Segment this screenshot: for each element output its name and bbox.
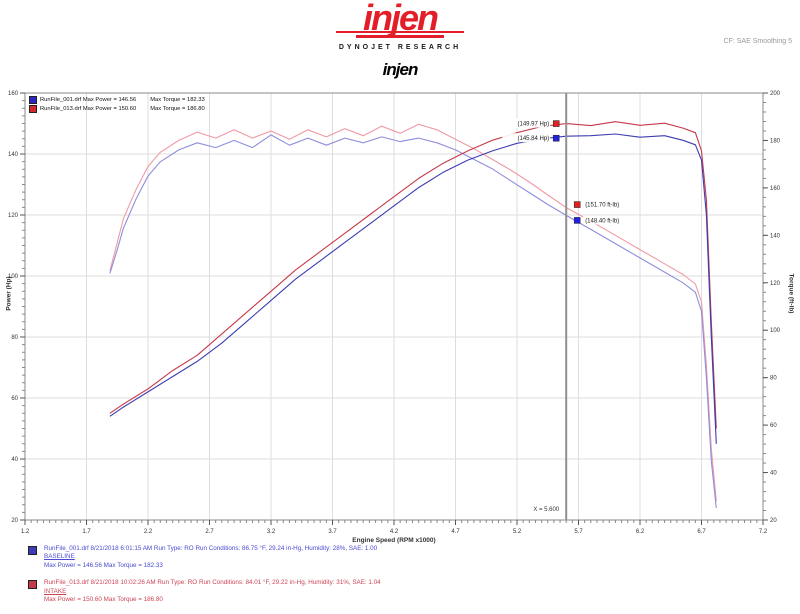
x-tick-label: 7.2 <box>759 529 768 535</box>
x-tick-label: 4.7 <box>451 529 460 535</box>
power-tick-label: 100 <box>8 274 19 280</box>
torque-tick-label: 100 <box>770 328 781 334</box>
x-tick-label: 3.2 <box>267 529 276 535</box>
legend-swatch-run013 <box>29 104 37 113</box>
run-details-line2-run013: INTAKE <box>44 587 67 595</box>
torque-tick-label: 180 <box>770 138 781 144</box>
callout-marker-torque-run001 <box>573 217 581 224</box>
legend-swatch-run001 <box>29 95 37 104</box>
x-tick-label: 5.2 <box>513 529 522 535</box>
callout-bg-power-run001 <box>502 133 551 143</box>
callout-label-power-run001: (145.84 Hp) <box>518 136 550 142</box>
x-tick-label: 3.7 <box>328 529 337 535</box>
torque-tick-label: 160 <box>770 186 781 192</box>
callout-label-power-run013: (149.97 Hp) <box>518 122 550 128</box>
torque-tick-label: 80 <box>770 376 777 382</box>
x-tick-label: 6.7 <box>697 529 706 535</box>
curve-run001-torque <box>109 134 717 509</box>
run-details-line1-run001: RunFile_001.drf 8/21/2018 6:01:15 AM Run… <box>44 545 378 552</box>
run-details-line3-run013: Max Power = 150.60 Max Torque = 186.80 <box>44 596 163 604</box>
injen-logo-text: injen <box>362 0 439 38</box>
chart-title: injen <box>382 60 419 79</box>
dynojet-research-label: DYNOJET RESEARCH <box>338 44 462 51</box>
x-axis-title: Engine Speed (RPM x1000) <box>352 537 436 544</box>
callout-marker-power-run013 <box>552 120 560 127</box>
callout-bg-torque-run001 <box>583 215 640 225</box>
legend-file-power-run001: RunFile_001.drf Max Power = 146.56 <box>40 96 137 103</box>
power-tick-label: 60 <box>11 396 18 402</box>
curve-run013-torque <box>109 123 717 502</box>
correction-smoothing-note: CF: SAE Smoothing 5 <box>723 38 792 45</box>
callout-bg-torque-run013 <box>583 199 640 209</box>
torque-tick-label: 200 <box>770 91 781 97</box>
dyno-plot: 1.2 1.7 2.2 2.7 3.2 3.7 4.2 4.7 5.2 5.7 6.2 6.7 7.2 1… <box>8 91 781 535</box>
torque-tick-label: 40 <box>770 471 777 477</box>
curve-run013-power <box>109 121 717 429</box>
torque-tick-label: 20 <box>770 518 777 524</box>
y-axis-title-power: Power (Hp) <box>5 276 13 311</box>
injen-logo: injen <box>0 0 800 36</box>
run-details-swatch-run001 <box>28 546 37 555</box>
run-details-line2-run001: BASELINE <box>44 553 75 561</box>
legend-torque-run013: Max Torque = 186.80 <box>150 105 205 112</box>
plot-legend-row-run001: RunFile_001.drf Max Power = 146.56 Max To… <box>29 95 205 104</box>
run-details-line3-run001: Max Power = 146.56 Max Torque = 182.33 <box>44 561 163 569</box>
power-tick-label: 20 <box>11 518 18 524</box>
legend-torque-run001: Max Torque = 182.33 <box>150 96 205 103</box>
x-tick-label: 2.7 <box>205 529 214 535</box>
power-tick-label: 160 <box>8 91 19 97</box>
callout-marker-torque-run013 <box>573 201 581 208</box>
torque-tick-label: 60 <box>770 423 777 429</box>
x-tick-label: 5.7 <box>574 529 583 535</box>
legend-file-power-run013: RunFile_013.drf Max Power = 150.60 <box>40 105 137 112</box>
run-details-entry-run001: RunFile_001.drf 8/21/2018 6:01:15 AM Run… <box>28 545 793 570</box>
plot-legend-row-run013: RunFile_013.drf Max Power = 150.60 Max To… <box>29 104 205 113</box>
run-details-swatch-run013 <box>28 580 37 590</box>
x-tick-label: 2.2 <box>144 529 153 535</box>
logo-underline-rule <box>336 31 464 33</box>
plot-legend: RunFile_001.drf Max Power = 146.56 Max To… <box>29 95 205 113</box>
power-tick-label: 120 <box>8 213 19 219</box>
run-details-line1-run013: RunFile_013.drf 8/21/2018 10:02:26 AM Ru… <box>44 579 381 587</box>
run-details-legend: RunFile_001.drf 8/21/2018 6:01:15 AM Run… <box>28 545 793 613</box>
x-tick-label: 1.7 <box>82 529 91 535</box>
cursor-position-label: X = 5.600 <box>533 507 560 513</box>
power-tick-label: 80 <box>11 335 18 341</box>
callout-label-torque-run013: (151.70 ft-lb) <box>585 203 619 209</box>
curve-run001-power <box>109 133 717 444</box>
y-axis-title-torque: Torque (ft-lb) <box>787 273 795 314</box>
torque-tick-label: 120 <box>770 281 781 287</box>
run-details-entry-run013: RunFile_013.drf 8/21/2018 10:02:26 AM Ru… <box>28 579 793 604</box>
callout-label-torque-run001: (148.40 ft-lb) <box>585 218 619 224</box>
logo-accent-rule <box>356 35 444 38</box>
x-tick-label: 1.2 <box>21 529 30 535</box>
power-tick-label: 40 <box>11 457 18 463</box>
torque-tick-label: 140 <box>770 233 781 239</box>
x-tick-label: 4.2 <box>390 529 399 535</box>
power-tick-label: 140 <box>8 152 19 158</box>
x-tick-label: 6.2 <box>636 529 645 535</box>
callout-bg-power-run013 <box>502 118 551 128</box>
callout-marker-power-run001 <box>552 134 560 142</box>
